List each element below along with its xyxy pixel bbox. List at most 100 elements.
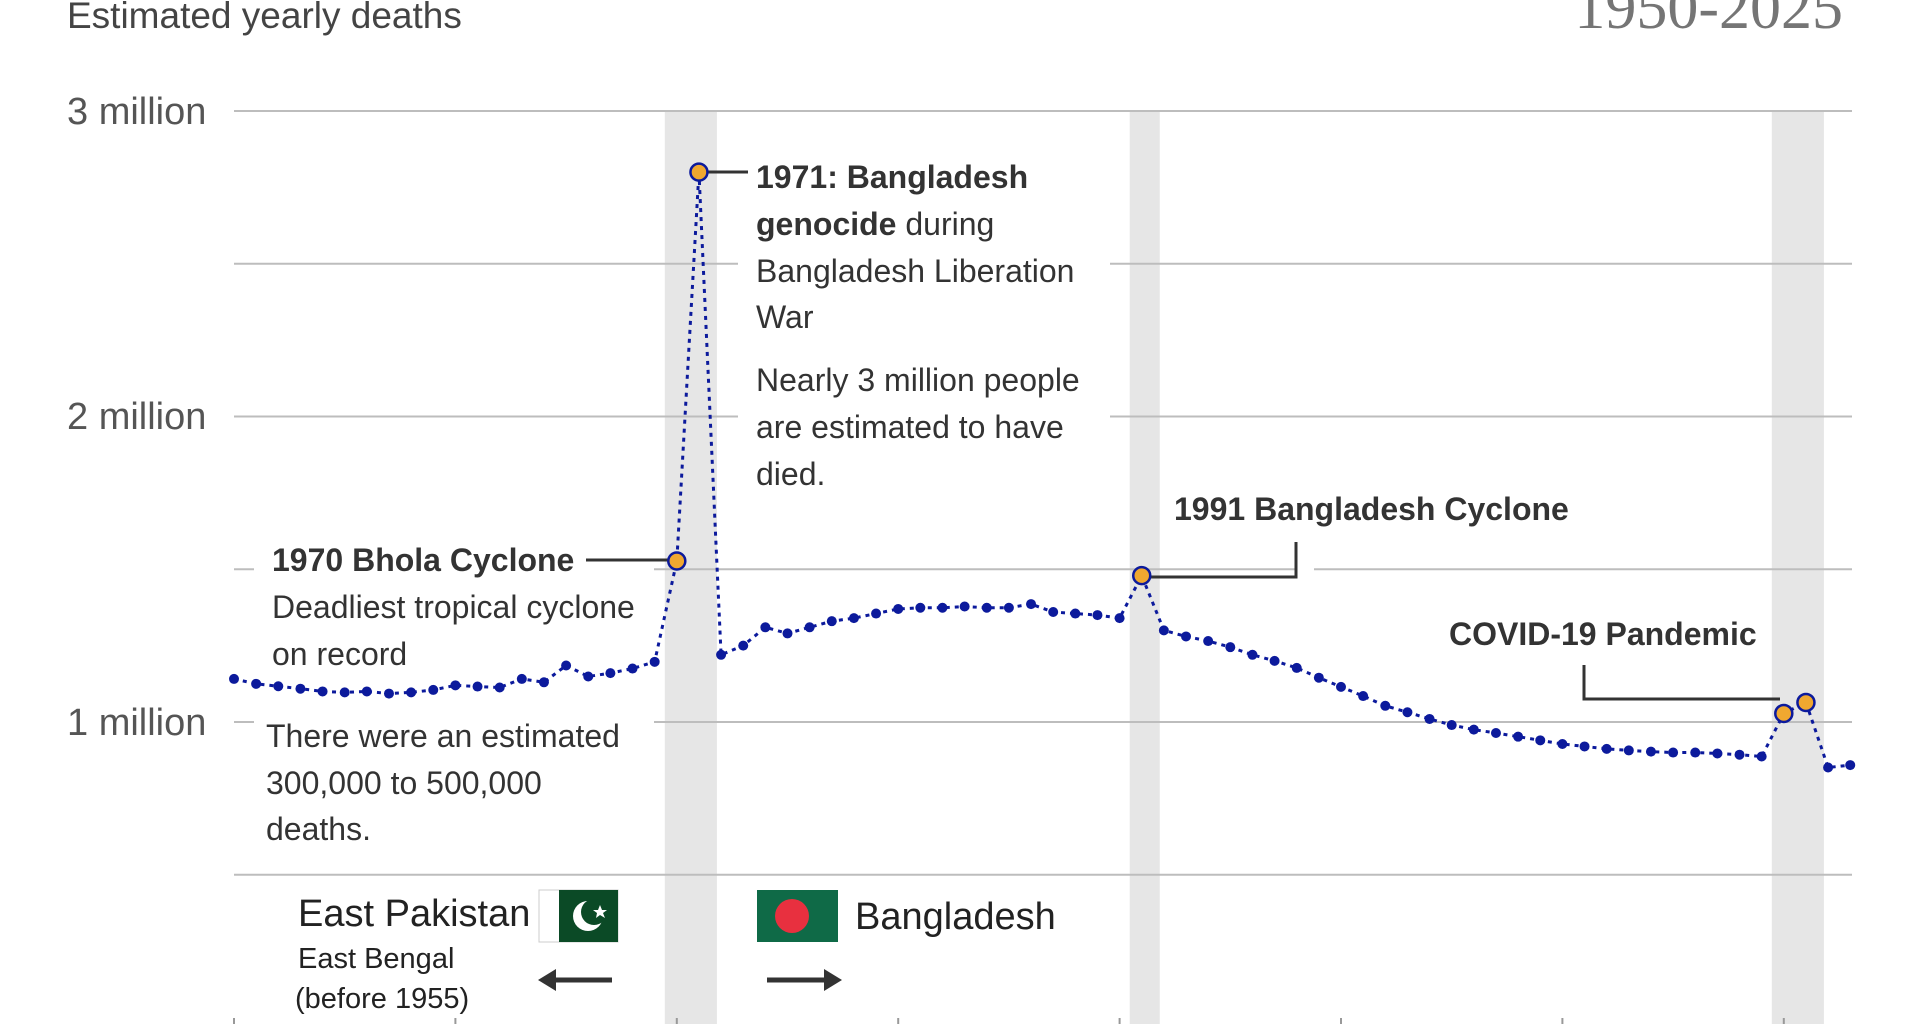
data-point-1959 [428, 684, 439, 695]
data-point-1956 [361, 686, 372, 697]
data-point-1969 [649, 656, 660, 667]
annotation-note: There were an estimated [266, 718, 620, 754]
data-point-1957 [383, 688, 394, 699]
data-point-1972 [716, 649, 727, 660]
data-point-2006 [1468, 724, 1479, 735]
data-point-2013 [1623, 745, 1634, 756]
data-point-1964 [538, 677, 549, 688]
connector-1991 [1148, 542, 1298, 579]
data-point-1977 [826, 616, 837, 627]
data-point-2016 [1690, 747, 1701, 758]
annotation-line: War [756, 299, 814, 335]
bangladesh-flag-icon [757, 890, 838, 942]
data-point-1954 [317, 686, 328, 697]
data-point-2002 [1380, 700, 1391, 711]
data-point-1950 [229, 673, 239, 684]
highlight-point-2021 [1796, 692, 1816, 713]
annotation-covid: COVID-19 Pandemic [1449, 616, 1757, 652]
legend-east-pakistan: East Pakistan [298, 893, 530, 935]
data-point-1975 [782, 628, 793, 639]
annotation-note: deaths. [266, 811, 371, 847]
data-point-1989 [1092, 610, 1103, 621]
annotation-line: on record [272, 636, 407, 672]
y-tick-label: 3 million [67, 91, 206, 133]
data-point-2018 [1734, 749, 1745, 760]
data-point-1997 [1269, 655, 1280, 666]
pakistan-flag-icon [538, 889, 619, 943]
data-point-1998 [1291, 662, 1302, 673]
data-point-1974 [760, 622, 771, 633]
data-point-2017 [1712, 748, 1723, 759]
annotation-title: 1971: Bangladesh [756, 159, 1028, 195]
data-point-1984 [981, 602, 992, 613]
data-point-2007 [1490, 727, 1501, 738]
data-point-1995 [1225, 642, 1236, 653]
data-point-1999 [1313, 672, 1324, 683]
data-point-2014 [1645, 746, 1656, 757]
highlight-point-1971 [689, 162, 709, 182]
legend-east-bengal: East Bengal [298, 943, 454, 975]
annotation-line: genocide during [756, 206, 994, 242]
data-point-1992 [1158, 625, 1169, 636]
data-point-1968 [627, 663, 638, 674]
data-point-1960 [450, 680, 461, 691]
legend-before-1955: (before 1955) [295, 983, 469, 1015]
data-point-2011 [1579, 741, 1590, 752]
data-point-2019 [1756, 751, 1767, 762]
highlight-point-1970 [667, 551, 687, 571]
data-point-1962 [494, 682, 505, 693]
data-point-2015 [1668, 747, 1679, 758]
data-point-2012 [1601, 743, 1612, 754]
data-point-1996 [1247, 649, 1258, 660]
data-point-1967 [605, 668, 616, 679]
annotation-note: are estimated to have [756, 409, 1064, 445]
highlight-point-2020 [1774, 703, 1794, 724]
data-point-2009 [1535, 735, 1546, 746]
data-point-1994 [1203, 636, 1214, 647]
annotation-1991: 1991 Bangladesh Cyclone [1174, 491, 1569, 527]
data-point-1958 [406, 687, 417, 698]
data-point-2008 [1513, 731, 1524, 742]
data-point-1988 [1070, 608, 1081, 619]
data-point-1980 [893, 603, 904, 614]
y-tick-label: 1 million [67, 702, 206, 744]
data-point-1952 [273, 681, 284, 692]
data-point-1987 [1048, 607, 1059, 618]
data-point-2003 [1402, 707, 1413, 718]
data-point-1979 [871, 608, 882, 619]
arrow-left-icon [538, 969, 612, 991]
data-point-2022 [1823, 762, 1834, 773]
data-point-1953 [295, 683, 306, 694]
data-point-1955 [339, 687, 350, 698]
data-point-1973 [738, 640, 749, 651]
annotation-note: died. [756, 456, 825, 492]
data-point-2005 [1446, 720, 1457, 731]
y-tick-label: 2 million [67, 396, 206, 438]
data-point-1965 [561, 660, 572, 671]
data-point-2023 [1845, 760, 1856, 771]
data-point-1951 [251, 678, 262, 689]
data-point-1976 [804, 622, 815, 633]
legend: East Pakistan East Bengal (before 1955) … [295, 889, 1056, 1015]
data-point-1963 [516, 673, 527, 684]
data-point-2010 [1557, 738, 1568, 749]
data-point-1961 [472, 681, 483, 692]
data-point-1981 [915, 602, 926, 613]
data-point-1966 [583, 671, 594, 682]
annotation-note: 300,000 to 500,000 [266, 765, 542, 801]
data-point-1990 [1114, 613, 1125, 624]
data-point-2001 [1358, 691, 1369, 702]
data-point-1982 [937, 602, 948, 613]
annotation-1970: 1970 Bhola Cyclone Deadliest tropical cy… [266, 542, 635, 847]
annotation-line: Deadliest tropical cyclone [272, 589, 635, 625]
annotation-note: Nearly 3 million people [756, 362, 1080, 398]
data-point-1983 [959, 601, 970, 612]
legend-bangladesh: Bangladesh [855, 896, 1056, 938]
chart-title: 1950-2025 [1574, 0, 1843, 42]
data-point-1993 [1181, 631, 1192, 642]
arrow-right-icon [767, 969, 842, 991]
annotation-line: Bangladesh Liberation [756, 253, 1074, 289]
shaded-period [1771, 111, 1824, 1024]
data-point-1978 [848, 613, 859, 624]
